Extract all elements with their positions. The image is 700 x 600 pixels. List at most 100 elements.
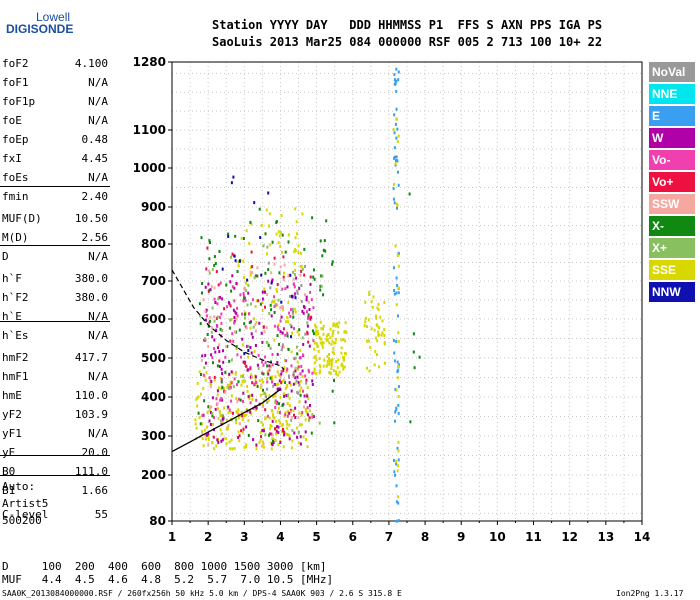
echo-point (290, 325, 293, 329)
echo-point (321, 341, 324, 345)
echo-point (303, 273, 306, 277)
echo-point (293, 357, 296, 361)
param-name: C-level (2, 508, 49, 521)
echo-point (412, 350, 415, 354)
echo-point (228, 387, 231, 391)
echo-point (244, 298, 247, 302)
echo-point (304, 332, 307, 336)
echo-point (218, 343, 221, 347)
echo-point (289, 408, 292, 412)
echo-point (265, 340, 268, 344)
echo-point (218, 350, 221, 353)
echo-point (251, 393, 254, 397)
echo-point (223, 406, 226, 410)
echo-point (199, 322, 202, 326)
echo-point (232, 175, 235, 179)
echo-point (244, 287, 247, 291)
echo-point (273, 416, 276, 420)
param-separator (0, 455, 110, 456)
param-name: foE (2, 114, 22, 127)
param-row: MUF(D) 10.50 (2, 210, 108, 229)
echo-point (278, 379, 281, 383)
echo-point (234, 310, 237, 314)
echo-point (245, 281, 247, 285)
echo-point (306, 385, 309, 389)
footer-info: SAA0K_2013084000000.RSF / 260fx256h 50 k… (2, 589, 402, 598)
echo-point (201, 432, 204, 436)
echo-point (300, 284, 303, 287)
echo-point (396, 464, 399, 468)
echo-point (210, 411, 212, 415)
echo-point (320, 274, 323, 278)
echo-point (393, 146, 396, 150)
echo-point (260, 273, 263, 277)
echo-point (259, 393, 262, 397)
echo-point (226, 427, 229, 431)
echo-point (211, 414, 214, 418)
echo-point (279, 421, 282, 425)
param-row: D N/A (2, 248, 108, 267)
echo-point (393, 359, 396, 363)
echo-point (277, 382, 280, 386)
echo-point (392, 197, 395, 201)
echo-point (302, 311, 305, 315)
echo-point (202, 373, 205, 377)
auto-artist: Artist5 (2, 497, 49, 510)
echo-point (283, 393, 286, 397)
echo-point (271, 377, 274, 381)
echo-point (220, 397, 223, 400)
legend-item: E (649, 106, 695, 126)
echo-point (276, 283, 279, 286)
y-tick-label: 1100 (133, 123, 166, 137)
echo-point (241, 414, 244, 418)
echo-point (384, 361, 386, 365)
echo-point (397, 183, 400, 187)
echo-point (326, 359, 329, 363)
echo-point (328, 362, 331, 366)
echo-point (344, 339, 347, 343)
echo-point (233, 319, 236, 323)
echo-point (234, 330, 236, 334)
echo-point (255, 445, 258, 449)
echo-point (259, 302, 262, 306)
echo-point (269, 376, 272, 380)
echo-point (286, 331, 289, 335)
echo-point (305, 378, 308, 382)
echo-point (309, 317, 312, 321)
echo-point (264, 290, 266, 294)
echo-point (213, 338, 216, 342)
param-name: fmin (2, 190, 29, 203)
echo-point (283, 378, 286, 382)
echo-point (247, 349, 250, 352)
param-separator (0, 321, 110, 322)
echo-point (290, 294, 293, 298)
echo-point (201, 414, 204, 418)
echo-point (237, 430, 240, 434)
echo-point (313, 356, 316, 360)
echo-point (366, 339, 368, 343)
echo-point (393, 131, 396, 135)
echo-point (249, 410, 252, 414)
echo-point (245, 229, 248, 233)
echo-point (295, 232, 298, 236)
echo-point (229, 380, 232, 384)
echo-point (273, 383, 276, 386)
param-value: 2.56 (81, 231, 109, 244)
echo-point (278, 234, 281, 238)
echo-point (210, 353, 213, 357)
y-tick-label: 1000 (133, 161, 166, 175)
echo-point (292, 382, 295, 386)
echo-point (282, 255, 285, 259)
echo-point (264, 408, 267, 412)
echo-point (297, 251, 300, 254)
echo-point (225, 437, 228, 441)
echo-point (332, 329, 335, 333)
echo-point (245, 443, 248, 447)
echo-point (296, 289, 299, 293)
echo-point (311, 329, 314, 333)
echo-point (301, 309, 304, 313)
echo-point (216, 315, 219, 319)
echo-point (312, 339, 315, 343)
echo-point (296, 352, 299, 356)
echo-point (229, 304, 232, 308)
